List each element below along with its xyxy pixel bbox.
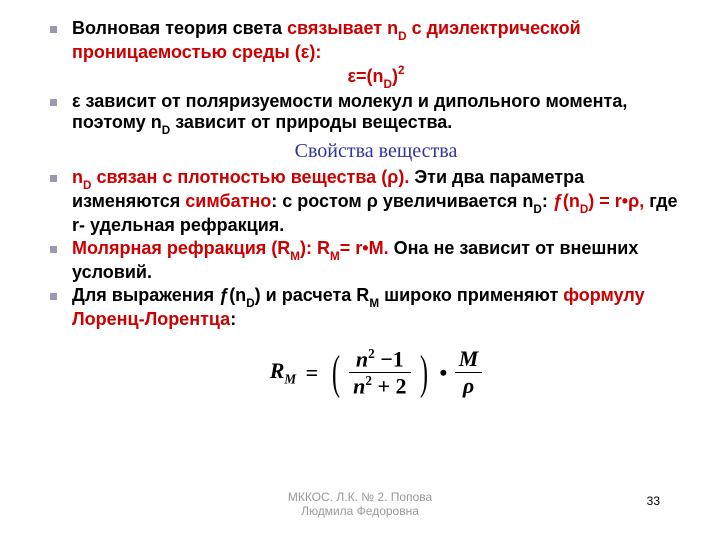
text: Волновая теория света	[72, 18, 287, 38]
slide-content: Волновая теория света связывает nD с диэ…	[0, 0, 720, 540]
lorenz-lorentz-formula: RM = ( n2 −1 n2 + 2 ) • M ρ	[72, 345, 680, 400]
bullet-2: ε зависит от поляризуемости молекул и ди…	[72, 91, 680, 136]
text: ε=(n	[347, 66, 383, 86]
left-paren: (	[332, 345, 340, 400]
minus-one: −1	[380, 346, 404, 371]
superscript-2: 2	[398, 64, 405, 77]
bullet-1: Волновая теория света связывает nD с диэ…	[72, 18, 680, 63]
var-M: M	[455, 346, 483, 373]
text: :	[542, 191, 553, 211]
equals: =	[306, 360, 319, 385]
var-rho: ρ	[455, 373, 483, 399]
subscript-d: D	[580, 203, 588, 216]
subscript-m: M	[290, 250, 300, 263]
text: ) = r•ρ,	[588, 191, 644, 211]
text: зависит от природы вещества.	[170, 112, 452, 132]
subscript-m: M	[284, 372, 296, 387]
subscript-d: D	[83, 179, 91, 192]
text: ) и расчета R	[255, 285, 370, 305]
section-title: Свойства вещества	[72, 140, 680, 163]
right-paren: )	[420, 345, 428, 400]
text: ƒ(n	[553, 191, 580, 211]
text: :	[230, 309, 236, 329]
subscript-d: D	[533, 203, 541, 216]
page-number: 33	[647, 494, 660, 508]
text: ): R	[300, 238, 330, 258]
subscript-d: D	[246, 297, 254, 310]
subscript-d: D	[162, 124, 170, 137]
text: Молярная рефракция (R	[72, 238, 290, 258]
subscript-m: M	[330, 250, 340, 263]
bullet-4: Молярная рефракция (RM): RM= r•М. Она не…	[72, 238, 680, 283]
formula-epsilon: ε=(nD)2	[72, 65, 680, 90]
text: = r•М.	[340, 238, 394, 258]
fraction-2: M ρ	[455, 346, 483, 399]
text: широко применяют	[379, 285, 563, 305]
bullet-3: nD связан с плотностью вещества (ρ). Эти…	[72, 167, 680, 236]
footer-line2: Людмила Федоровна	[301, 504, 419, 518]
subscript-d: D	[398, 30, 406, 43]
superscript-2: 2	[368, 346, 375, 361]
text: : с ростом ρ увеличивается n	[271, 191, 533, 211]
footer-text: МККОС. Л.К. № 2. Попова Людмила Федоровн…	[0, 490, 720, 518]
text: связан с плотностью вещества (ρ).	[91, 167, 414, 187]
text: n	[72, 167, 83, 187]
var-n: n	[356, 346, 368, 371]
var-R: R	[270, 358, 285, 383]
bullet-5: Для выражения ƒ(nD) и расчета RM широко …	[72, 285, 680, 330]
plus-two: + 2	[378, 374, 407, 399]
text: Для выражения ƒ(n	[72, 285, 246, 305]
superscript-2: 2	[365, 373, 372, 388]
text: симбатно	[185, 191, 271, 211]
subscript-m: M	[369, 297, 379, 310]
footer-line1: МККОС. Л.К. № 2. Попова	[288, 490, 432, 504]
subscript-d: D	[384, 78, 392, 91]
text: связывает n	[287, 18, 398, 38]
fraction-1: n2 −1 n2 + 2	[349, 346, 410, 400]
dot-operator: •	[440, 360, 448, 385]
var-n: n	[353, 374, 365, 399]
